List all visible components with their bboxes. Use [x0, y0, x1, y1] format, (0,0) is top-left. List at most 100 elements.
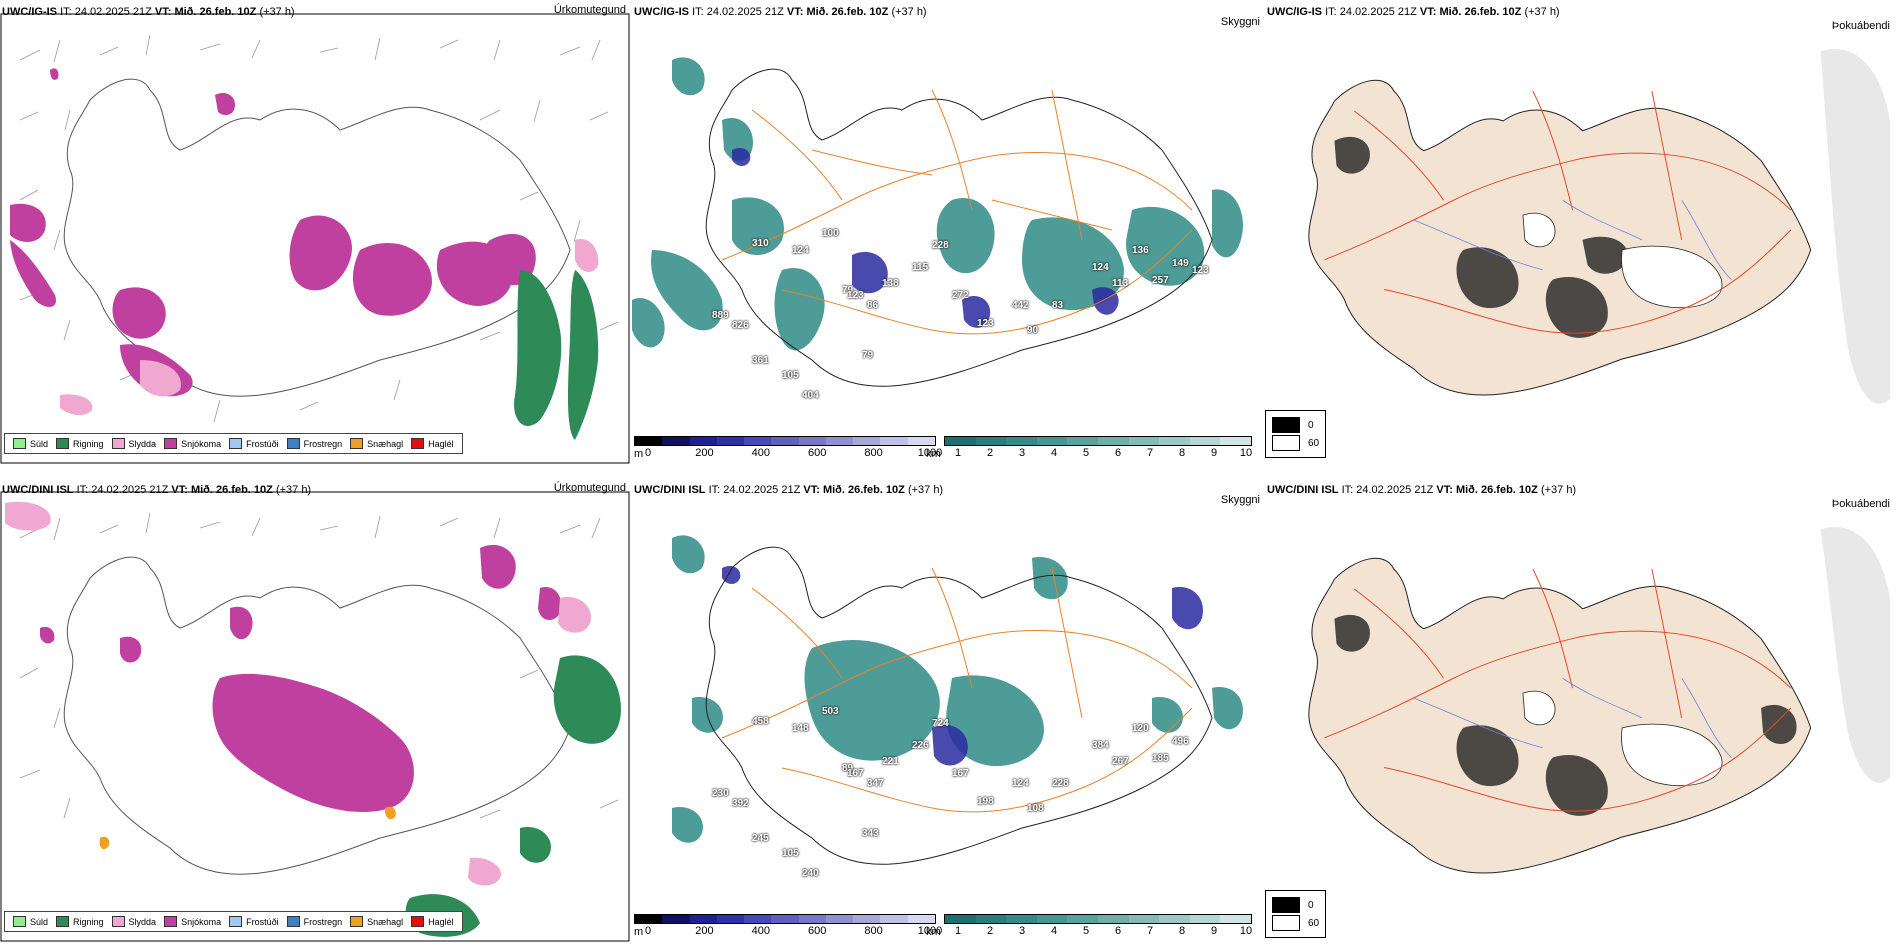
cloudbase-value-label: 198: [977, 796, 994, 807]
fog-dark-areas: [1334, 136, 1628, 338]
cloudbase-value-label: 347: [867, 778, 884, 789]
legend-swatch: [286, 916, 300, 927]
cloudbase-value-label: 167: [847, 768, 864, 779]
cloudbase-value-label: 124: [1012, 778, 1029, 789]
colorbar-segment: [662, 915, 690, 923]
colorbar-segment: [1159, 915, 1190, 923]
legend-swatch: [229, 916, 243, 927]
cloudbase-value-label: 123: [977, 318, 994, 329]
precip-snow-areas: [40, 544, 562, 813]
cloudbase-value-label: 221: [882, 756, 899, 767]
ceiling-map-bottom: [672, 535, 1243, 865]
colorbar-tick-label: 4: [1050, 925, 1058, 937]
colorbar-tick-label: 10: [1239, 447, 1253, 459]
colorbar-segment: [853, 437, 881, 445]
cloudbase-colorbar-bottom: 0 200 400 600 800 1000 m: [634, 914, 942, 938]
visibility-areas: [632, 57, 1243, 351]
legend-label: Súld: [30, 916, 49, 927]
it-label: IT:: [1341, 484, 1354, 496]
precip-rain-areas: [514, 270, 599, 440]
fog-rivers: [1413, 677, 1732, 758]
vt-label: VT:: [154, 6, 172, 18]
fog-map-top: [1308, 49, 1891, 404]
vt-label: VT:: [1436, 484, 1453, 496]
iceland-outline: [63, 556, 571, 875]
colorbar-tick-label: 1000: [917, 447, 943, 459]
cloudbase-value-label: 105: [782, 848, 799, 859]
panel-precip-type-top: UWC/IG-IS IT: 24.02.2025 21Z VT: Mið. 26…: [0, 0, 630, 465]
cloudbase-value-label: 889: [712, 310, 729, 321]
precip-legend-top: Súld Rigning Slydda Snjókoma Frostúði Fr…: [4, 433, 463, 454]
colorbar-tick-label: 800: [864, 447, 883, 459]
colorbar-segment: [825, 437, 854, 445]
legend-item: Rigning: [56, 438, 104, 449]
legend-label: Rigning: [73, 438, 104, 449]
wind-barbs: [19, 512, 619, 819]
colorbar-gradient: [944, 914, 1252, 924]
lead-time: (+37 h): [1524, 6, 1560, 18]
colorbar-segment: [771, 915, 799, 923]
precip-type-map-bottom: [0, 491, 630, 942]
fog-dark-areas: [1334, 614, 1797, 816]
colorbar-segment: [771, 437, 799, 445]
colorbar-segment: [975, 915, 1007, 923]
cloudbase-value-label: 79: [862, 350, 874, 361]
colorbar-segment: [716, 437, 745, 445]
colorbar-segment: [798, 437, 826, 445]
colorbar-ticks: 0 200 400 600 800 1000: [634, 924, 942, 938]
legend-item: Slydda: [111, 916, 156, 927]
colorbar-unit: m: [634, 448, 644, 460]
colorbar-tick-label: 3: [1018, 447, 1026, 459]
legend-swatch: [411, 438, 425, 449]
cloudbase-value-label: 404: [802, 390, 819, 401]
cloudbase-value-label: 442: [1012, 300, 1029, 311]
fog-roads: [1324, 90, 1792, 334]
cloudbase-value-label: 83: [1052, 300, 1064, 311]
lead-time: (+37 h): [891, 6, 927, 18]
model-name: UWC/IG-IS: [1267, 6, 1322, 18]
panel-title-ceiling-bottom: Skyggni: [1220, 494, 1260, 506]
cloudbase-value-label: 79: [842, 285, 854, 296]
fog-key-label: 0: [1308, 419, 1314, 431]
cloudbase-value-label: 115: [912, 262, 929, 273]
model-name: UWC/IG-IS: [2, 6, 57, 18]
colorbar-segment: [880, 915, 908, 923]
colorbar-segment: [744, 915, 772, 923]
legend-swatch: [164, 916, 178, 927]
roads: [721, 567, 1193, 813]
legend-item: Slydda: [111, 438, 156, 449]
cloudbase-value-label: 136: [1132, 245, 1149, 256]
legend-item: Haglél: [411, 438, 454, 449]
colorbar-tick-label: 200: [695, 447, 714, 459]
precip-snowgrain: [99, 806, 396, 850]
vt-value: Mið. 26.feb. 10Z: [190, 484, 273, 496]
fog-key-label: 0: [1308, 899, 1314, 911]
vt-label: VT:: [1419, 6, 1437, 18]
cloudbase-value-label: 228: [1052, 778, 1069, 789]
legend-item: Snæhagl: [350, 438, 403, 449]
cloudbase-value-label: 724: [932, 718, 949, 729]
colorbar-segment: [945, 915, 976, 923]
fog-rivers: [1413, 199, 1732, 280]
colorbar-tick-label: 6: [1114, 925, 1122, 937]
colorbar-segment: [1006, 915, 1037, 923]
header-precip-top: UWC/IG-IS IT: 24.02.2025 21Z VT: Mið. 26…: [2, 6, 295, 18]
cloudbase-value-label: 113: [1112, 278, 1129, 289]
colorbar-tick-label: 4: [1050, 447, 1058, 459]
cloudbase-value-label: 496: [1172, 736, 1189, 747]
panel-fog-bottom: UWC/DINI ISL IT: 24.02.2025 21Z VT: Mið.…: [1265, 478, 1895, 943]
cloudbase-value-label: 123: [847, 290, 864, 301]
cloudbase-value-label: 124: [792, 245, 809, 256]
legend-item: Snjókoma: [164, 438, 221, 449]
colorbar-segment: [1097, 437, 1129, 445]
vt-value: Mið. 26.feb. 10Z: [806, 6, 889, 18]
vt-value: Mið. 26.feb. 10Z: [174, 6, 257, 18]
cloudbase-value-label: 343: [862, 828, 879, 839]
legend-label: Súld: [30, 438, 49, 449]
it-value: 24.02.2025 21Z: [91, 484, 169, 496]
colorbar-tick-label: 800: [864, 925, 883, 937]
legend-item: Snæhagl: [350, 916, 403, 927]
cloudbase-value-label: 240: [802, 868, 819, 879]
colorbar-segment: [635, 915, 663, 923]
cloudbase-value-label: 245: [752, 833, 769, 844]
